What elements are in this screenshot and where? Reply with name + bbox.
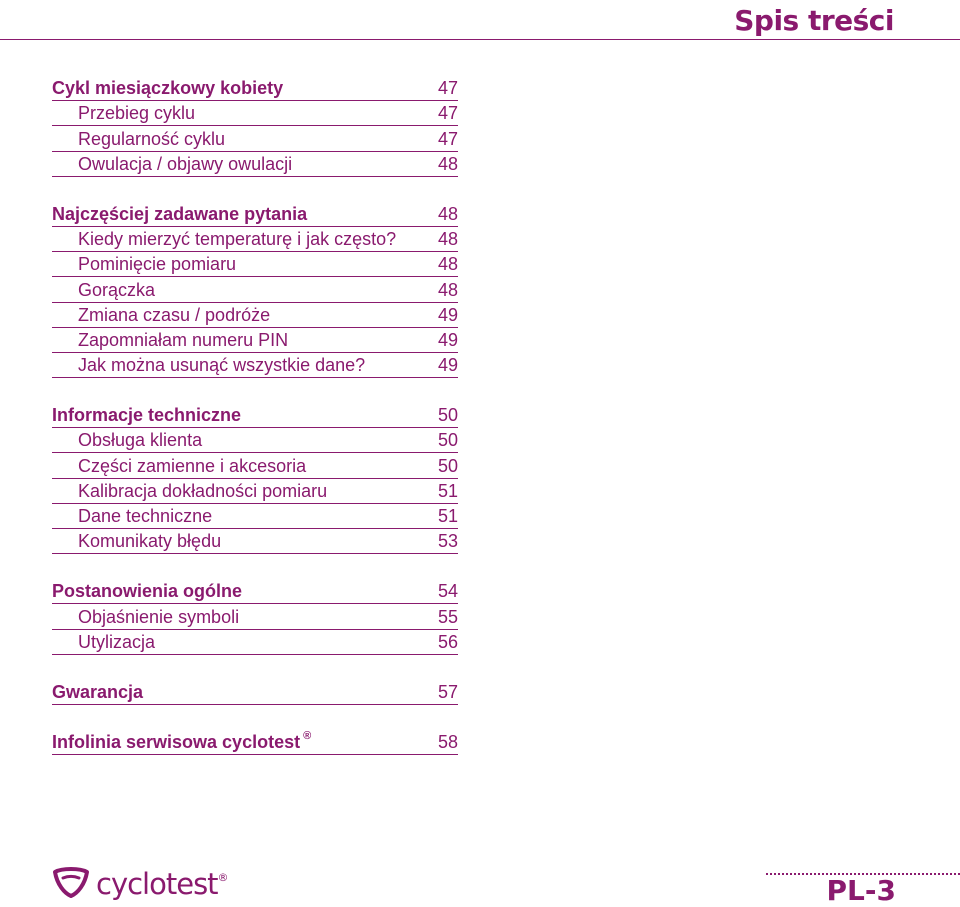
toc-page-number: 50: [437, 430, 458, 451]
toc-item-label: Komunikaty błędu: [78, 531, 222, 552]
toc-page-number: 55: [437, 606, 458, 627]
toc-item[interactable]: Zmiana czasu / podróże 49: [52, 303, 458, 328]
toc-item[interactable]: Owulacja / objawy owulacji 48: [52, 152, 458, 177]
brand-logo: cyclotest®: [52, 864, 229, 904]
toc-item-label: Zmiana czasu / podróże: [78, 304, 271, 325]
toc-section: Cykl miesiączkowy kobiety 47 Przebieg cy…: [52, 76, 458, 177]
toc-item[interactable]: Komunikaty błędu 53: [52, 529, 458, 555]
toc-item[interactable]: Objaśnienie symboli 55: [52, 604, 458, 630]
toc-page-number: 53: [437, 531, 458, 552]
header-divider: [0, 39, 960, 40]
toc-item-label: Owulacja / objawy owulacji: [78, 153, 293, 174]
toc-page-number: 49: [437, 355, 458, 376]
cyclotest-logo-icon: [52, 866, 90, 903]
toc-page-number: 57: [437, 681, 458, 702]
brand-wordmark: cyclotest: [96, 867, 219, 901]
toc-page-number: 50: [437, 405, 458, 426]
toc-item-label: Przebieg cyklu: [78, 103, 196, 124]
toc-item[interactable]: Obsługa klienta 50: [52, 428, 458, 454]
toc-section-title-wrap: Infolinia serwisowa cyclotest ®: [52, 730, 312, 753]
footer-dotted-divider: [766, 873, 960, 875]
toc-section: Najczęściej zadawane pytania 48 Kiedy mi…: [52, 202, 458, 379]
toc-page-number: 48: [437, 153, 458, 174]
toc-item-label: Kiedy mierzyć temperaturę i jak często?: [78, 229, 397, 250]
toc-page-number: 54: [437, 581, 458, 602]
toc-section: Infolinia serwisowa cyclotest ® 58: [52, 730, 458, 756]
registered-mark: ®: [303, 730, 312, 743]
toc-section-heading[interactable]: Najczęściej zadawane pytania 48: [52, 202, 458, 227]
toc-page-number: 48: [437, 254, 458, 275]
table-of-contents: Cykl miesiączkowy kobiety 47 Przebieg cy…: [52, 76, 458, 780]
toc-item[interactable]: Pominięcie pomiaru 48: [52, 252, 458, 278]
toc-section-title: Gwarancja: [52, 681, 144, 702]
toc-item-label: Gorączka: [78, 279, 156, 300]
toc-section-heading[interactable]: Gwarancja 57: [52, 680, 458, 705]
toc-page-number: 47: [437, 128, 458, 149]
toc-page-number: 48: [437, 279, 458, 300]
toc-item[interactable]: Części zamienne i akcesoria 50: [52, 453, 458, 479]
page-title: Spis treści: [734, 4, 894, 37]
toc-page-number: 47: [437, 103, 458, 124]
toc-item-label: Kalibracja dokładności pomiaru: [78, 480, 328, 501]
toc-section: Informacje techniczne 50 Obsługa klienta…: [52, 403, 458, 555]
page-number: PL-3: [826, 874, 896, 907]
toc-item-label: Zapomniałam numeru PIN: [78, 329, 289, 350]
toc-section-title: Cykl miesiączkowy kobiety: [52, 78, 284, 99]
toc-page-number: 51: [437, 480, 458, 501]
toc-item[interactable]: Gorączka 48: [52, 277, 458, 303]
toc-item-label: Regularność cyklu: [78, 128, 226, 149]
toc-page-number: 51: [437, 506, 458, 526]
toc-page-number: 58: [437, 732, 458, 753]
toc-page-number: 56: [437, 631, 458, 652]
toc-item[interactable]: Zapomniałam numeru PIN 49: [52, 328, 458, 353]
toc-section-title: Postanowienia ogólne: [52, 581, 243, 602]
toc-item[interactable]: Przebieg cyklu 47: [52, 101, 458, 127]
toc-item[interactable]: Utylizacja 56: [52, 630, 458, 655]
toc-section-title: Informacje techniczne: [52, 405, 242, 426]
toc-item-label: Obsługa klienta: [78, 430, 203, 451]
toc-page-number: 49: [437, 304, 458, 325]
toc-item-label: Dane techniczne: [78, 506, 213, 526]
registered-mark: ®: [217, 871, 229, 884]
toc-section: Gwarancja 57: [52, 680, 458, 705]
toc-section-heading[interactable]: Postanowienia ogólne 54: [52, 579, 458, 605]
toc-item[interactable]: Kiedy mierzyć temperaturę i jak często? …: [52, 227, 458, 253]
toc-item-label: Objaśnienie symboli: [78, 606, 240, 627]
toc-page-number: 47: [437, 78, 458, 99]
toc-item-label: Jak można usunąć wszystkie dane?: [78, 355, 366, 376]
toc-item[interactable]: Regularność cyklu 47: [52, 126, 458, 152]
toc-item[interactable]: Jak można usunąć wszystkie dane? 49: [52, 353, 458, 379]
toc-page-number: 48: [437, 229, 458, 250]
toc-item-label: Części zamienne i akcesoria: [78, 455, 307, 476]
toc-item[interactable]: Dane techniczne 51: [52, 504, 458, 529]
brand-name: cyclotest®: [96, 867, 229, 901]
toc-section-heading[interactable]: Cykl miesiączkowy kobiety 47: [52, 76, 458, 102]
toc-item-label: Utylizacja: [78, 631, 156, 652]
toc-page-number: 50: [437, 455, 458, 476]
toc-section-title: Najczęściej zadawane pytania: [52, 203, 308, 224]
toc-section: Postanowienia ogólne 54 Objaśnienie symb…: [52, 579, 458, 655]
toc-item[interactable]: Kalibracja dokładności pomiaru 51: [52, 479, 458, 504]
toc-section-heading[interactable]: Informacje techniczne 50: [52, 403, 458, 429]
toc-section-heading[interactable]: Infolinia serwisowa cyclotest ® 58: [52, 730, 458, 756]
toc-item-label: Pominięcie pomiaru: [78, 254, 237, 275]
toc-page-number: 48: [437, 203, 458, 224]
toc-section-title: Infolinia serwisowa cyclotest: [52, 732, 301, 753]
toc-page-number: 49: [437, 329, 458, 350]
